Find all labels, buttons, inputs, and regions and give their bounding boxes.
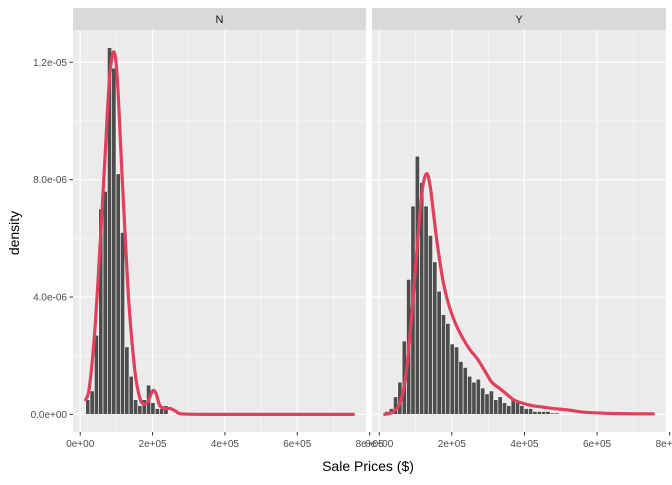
x-tick-label: 4e+05	[510, 439, 539, 450]
x-tick-label: 8e+05	[656, 439, 672, 450]
histogram-bar	[554, 412, 560, 415]
histogram-bar	[423, 205, 429, 415]
x-tick-label: 4e+05	[211, 439, 240, 450]
histogram-bar	[528, 408, 534, 415]
histogram-bar	[488, 390, 494, 415]
density-curve	[383, 172, 655, 416]
histogram-bar	[497, 396, 503, 415]
histogram-bar	[120, 232, 126, 415]
facet-panel-y: Y 0e+00 2e+05 4e+05 6e+05 8e+05	[365, 8, 672, 450]
histogram-bar	[484, 393, 490, 415]
histogram-bar	[445, 323, 451, 415]
x-tick-label: 2e+05	[438, 439, 467, 450]
histogram-bar	[506, 405, 512, 415]
histogram-bar	[493, 399, 499, 415]
histogram-bars	[85, 47, 169, 415]
x-tick-label: 8e+05	[356, 439, 385, 450]
histogram-bar	[124, 346, 130, 415]
histogram-bar	[441, 314, 446, 415]
density-curve	[84, 50, 355, 417]
x-tick-label: 0e+00	[365, 439, 394, 450]
histogram-bar	[458, 361, 464, 415]
x-tick-label: 6e+05	[583, 439, 612, 450]
facet-strip-background	[372, 8, 666, 30]
histogram-bar	[85, 399, 91, 415]
histogram-bar	[536, 411, 542, 415]
histogram-bar	[471, 381, 477, 415]
y-axis: 0.0e+00 4.0e-06 8.0e-06 1.2e-05	[31, 58, 73, 421]
histogram-bar	[102, 191, 108, 415]
histogram-bar	[502, 402, 507, 415]
histogram-bar	[128, 375, 134, 415]
histogram-bar	[154, 408, 160, 415]
histogram-bar	[462, 367, 468, 415]
histogram-bar	[111, 67, 117, 415]
histogram-bar	[480, 387, 486, 415]
histogram-bars	[384, 155, 560, 415]
facet-panel-n: N 0e+00 2e+05 4e+05 6e+05 8e+05	[66, 8, 384, 450]
histogram-bar	[436, 290, 442, 415]
histogram-bar	[541, 411, 547, 415]
histogram-bar	[427, 235, 433, 415]
y-tick-label: 4.0e-06	[33, 293, 67, 304]
histogram-bar	[414, 155, 420, 415]
facet-panels: N 0e+00 2e+05 4e+05 6e+05 8e+05 Y 0e+00 2e+05 4e+…	[66, 8, 672, 450]
histogram-bar	[133, 399, 139, 415]
histogram-bar	[532, 411, 538, 415]
y-tick-label: 1.2e-05	[33, 58, 67, 69]
x-tick-label: 2e+05	[139, 439, 168, 450]
histogram-bar	[519, 405, 525, 415]
histogram-bar	[545, 411, 551, 415]
facet-strip-label: Y	[515, 14, 523, 26]
histogram-bar	[150, 402, 156, 415]
y-tick-label: 8.0e-06	[33, 175, 67, 186]
histogram-bar	[137, 405, 143, 415]
histogram-bar	[454, 346, 460, 415]
histogram-bar	[475, 378, 481, 415]
histogram-bar	[467, 375, 473, 415]
x-axis-title: Sale Prices ($)	[322, 458, 414, 474]
y-axis-title: density	[6, 211, 22, 255]
histogram-bar	[449, 343, 455, 415]
facet-strip-background	[73, 8, 366, 30]
histogram-bar	[523, 408, 529, 415]
y-tick-label: 0.0e+00	[31, 410, 68, 421]
x-tick-label: 6e+05	[283, 439, 312, 450]
x-tick-label: 0e+00	[66, 439, 95, 450]
histogram-bar	[432, 261, 438, 415]
facet-strip-label: N	[216, 14, 224, 26]
histogram-bar	[515, 402, 521, 415]
histogram-bar	[115, 173, 121, 415]
histogram-bar	[89, 390, 95, 415]
histogram-bar	[549, 412, 555, 415]
